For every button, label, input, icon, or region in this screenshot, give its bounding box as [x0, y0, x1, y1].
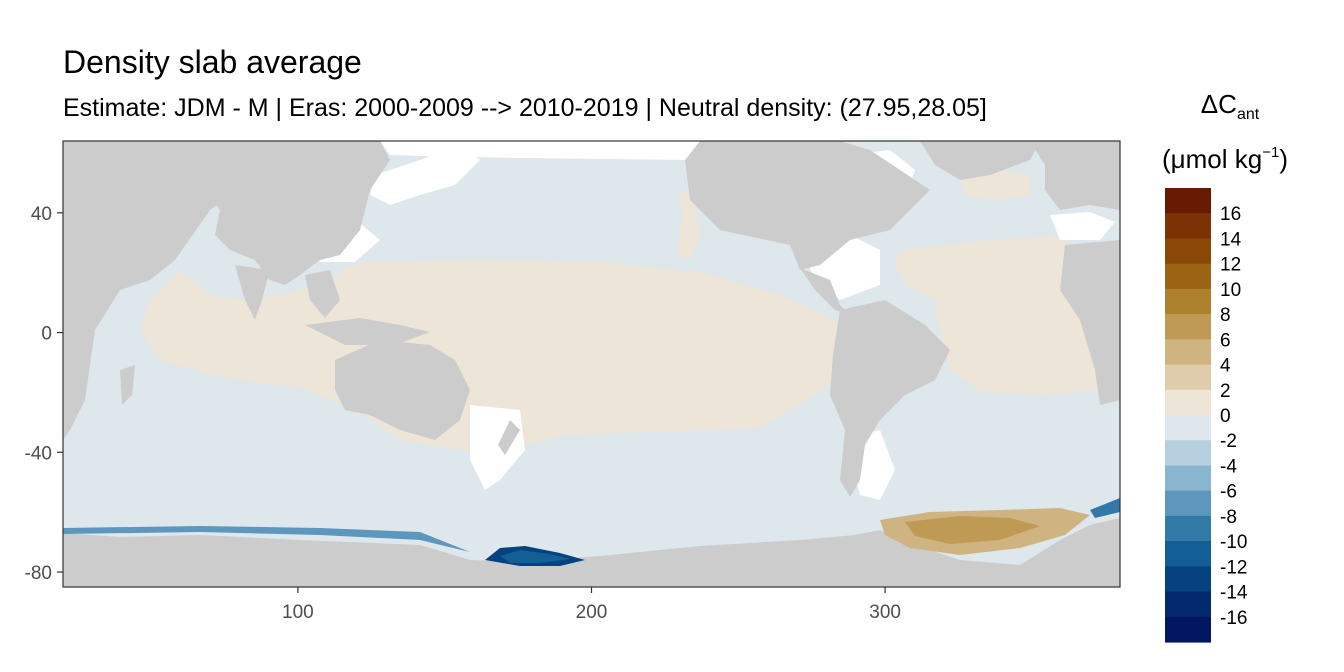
x-tick-label: 300	[869, 602, 901, 623]
legend-title-subscript: ant	[1236, 106, 1260, 123]
x-tick-label: 100	[282, 602, 314, 623]
nodata-mediterranean	[1050, 212, 1115, 240]
legend-swatch	[1165, 440, 1211, 467]
y-tick-label: -80	[25, 563, 52, 584]
legend-label: -4	[1220, 456, 1237, 477]
legend-label: 16	[1220, 204, 1241, 225]
legend-label: 12	[1220, 255, 1241, 276]
legend-swatch	[1165, 465, 1211, 492]
legend-swatch	[1165, 490, 1211, 517]
legend-swatch	[1165, 188, 1211, 214]
region-antarctic-shelf-east	[1090, 498, 1120, 518]
legend-label: 10	[1220, 280, 1241, 301]
nodata-arctic-strip	[380, 141, 700, 160]
map-panel	[63, 141, 1120, 587]
x-tick-label: 200	[576, 602, 608, 623]
legend-label: 2	[1220, 381, 1231, 402]
land-africa-west	[63, 141, 245, 440]
legend-swatch	[1165, 515, 1211, 542]
region-north-atlantic-patch	[960, 170, 1030, 200]
land-new-zealand	[498, 420, 520, 455]
y-tick-label: 40	[31, 204, 52, 225]
y-tick-label: -40	[25, 443, 52, 464]
legend-label: -10	[1220, 532, 1247, 553]
legend-label: -8	[1220, 507, 1237, 528]
land	[63, 141, 1120, 587]
legend-swatch	[1165, 213, 1211, 240]
land-antarctica	[63, 518, 1120, 587]
legend-label: 4	[1220, 356, 1231, 377]
legend-unit-prefix: (μmol kg	[1162, 144, 1263, 174]
land-africa-east	[1060, 240, 1120, 405]
region-ne-pacific-band	[678, 190, 700, 260]
land-greenland	[920, 141, 1040, 180]
region-weddell-core	[905, 516, 1040, 544]
legend-swatch	[1165, 415, 1211, 441]
legend-title: ΔCant	[1164, 88, 1296, 131]
land-australia	[335, 340, 470, 440]
legend-label: -14	[1220, 583, 1248, 604]
legend-swatch	[1165, 288, 1211, 315]
legend-label: -2	[1220, 431, 1237, 452]
legend-swatch	[1165, 389, 1211, 416]
legend-swatch	[1165, 339, 1211, 366]
x-axis: 100 200 300	[282, 587, 901, 623]
legend-label: 6	[1220, 330, 1231, 351]
region-north-pacific	[395, 194, 690, 248]
land-central-america	[800, 268, 850, 315]
legend-swatch	[1165, 541, 1211, 567]
land-indonesia	[305, 318, 430, 345]
chart-title: Density slab average	[63, 44, 362, 80]
region-antarctic-shelf-west	[63, 526, 470, 552]
land-indochina	[305, 270, 340, 318]
legend-swatch	[1165, 616, 1211, 643]
y-tick-label: 0	[41, 324, 52, 345]
nodata-sea-of-okhotsk	[370, 145, 480, 205]
legend-unit-superscript: −1	[1262, 144, 1280, 161]
legend-title-symbol: ΔC	[1200, 89, 1237, 119]
legend-unit-suffix: )	[1279, 144, 1288, 174]
legend-label: -16	[1220, 608, 1247, 629]
legend-label: 14	[1220, 229, 1242, 250]
legend-swatch	[1165, 263, 1211, 290]
land-madagascar	[120, 365, 135, 405]
legend-swatch	[1165, 591, 1211, 618]
y-axis: 40 0 -40 -80	[25, 204, 63, 584]
legend-label: 0	[1220, 406, 1231, 427]
color-legend: 16 14 12 10 8 6 4 2 0 -2 -4 -6 -8 -10 -12 -14 -16	[1165, 188, 1248, 643]
chart-subtitle: Estimate: JDM - M | Eras: 2000-2009 --> …	[63, 94, 987, 122]
land-india	[235, 265, 270, 320]
legend-unit: (μmol kg−1)	[1162, 137, 1322, 175]
land-south-america	[830, 300, 950, 497]
legend-swatch	[1165, 238, 1211, 265]
legend-label: -12	[1220, 557, 1247, 578]
legend-swatch	[1165, 364, 1211, 391]
legend-swatch	[1165, 314, 1211, 340]
legend-label: 8	[1220, 305, 1231, 326]
land-north-america	[685, 141, 930, 270]
legend-label: -6	[1220, 482, 1237, 503]
land-asia	[200, 141, 390, 285]
legend-swatch	[1165, 566, 1211, 593]
region-ross-inner	[500, 550, 570, 563]
land-europe	[1030, 141, 1120, 210]
